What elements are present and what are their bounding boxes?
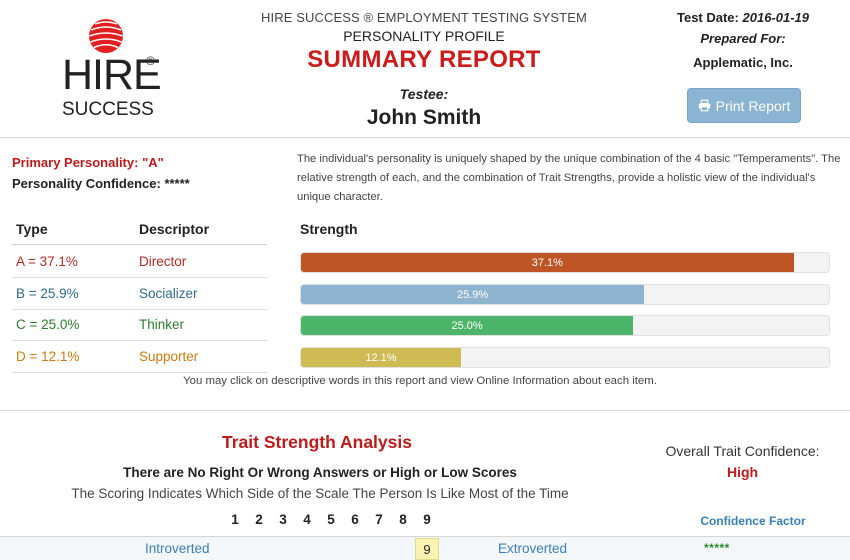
logo-hire-text: HIRE (62, 51, 162, 99)
descriptor-link[interactable]: Supporter (139, 349, 199, 364)
trait-right-link[interactable]: Extroverted (498, 541, 568, 556)
strength-column-header: Strength (300, 221, 358, 237)
scale-number: 4 (303, 512, 311, 527)
company-name: Applematic, Inc. (693, 55, 793, 70)
scale-number: 3 (279, 512, 287, 527)
trait-subtitle-secondary: The Scoring Indicates Which Side of the … (71, 486, 569, 501)
strength-bar-fill: 25.0% (301, 316, 634, 335)
strength-bar-fill: 37.1% (301, 253, 794, 272)
type-cell: B = 25.9% (16, 286, 79, 301)
logo-ball-icon (89, 19, 123, 53)
trait-confidence-stars: ***** (704, 541, 730, 555)
type-cell: D = 12.1% (16, 349, 80, 364)
table-row: B = 25.9% Socializer (12, 278, 267, 310)
section-divider (0, 410, 850, 411)
scale-number: 6 (351, 512, 359, 527)
print-report-label: Print Report (715, 97, 791, 114)
table-row: D = 12.1% Supporter (12, 341, 267, 373)
report-meta: Test Date: 2016-01-19 Prepared For: Appl… (650, 10, 836, 70)
strength-bar-track: 37.1% (300, 252, 830, 273)
primary-personality-value[interactable]: "A" (142, 155, 164, 170)
descriptor-link[interactable]: Thinker (139, 317, 185, 332)
strength-bar-track: 12.1% (300, 347, 830, 368)
strength-bar-fill: 25.9% (301, 285, 645, 304)
trait-row: Introverted 9 Extroverted ***** (0, 536, 850, 560)
scale-number: 9 (423, 512, 431, 527)
logo-registered-mark: ® (146, 54, 155, 68)
descriptor-link[interactable]: Socializer (139, 286, 198, 301)
profile-title: PERSONALITY PROFILE (343, 28, 505, 44)
testee-name: John Smith (366, 106, 482, 129)
prepared-for-label: Prepared For: (700, 31, 786, 46)
primary-personality-label: Primary Personality: (12, 155, 139, 170)
type-column-header: Type (16, 221, 48, 237)
confidence-factor-header: Confidence Factor (700, 514, 806, 528)
strength-bar-fill: 12.1% (301, 348, 461, 367)
test-date-label: Test Date: (676, 10, 739, 25)
personality-confidence-label: Personality Confidence: (12, 176, 161, 191)
trait-left-link[interactable]: Introverted (145, 541, 210, 556)
personality-confidence-value: ***** (164, 176, 190, 191)
printer-icon (698, 99, 710, 112)
strength-bar-track: 25.0% (300, 315, 830, 336)
hire-success-logo: HIRE ® SUCCESS (58, 14, 168, 119)
test-date-value: 2016-01-19 (742, 10, 810, 25)
primary-personality-block: Primary Personality: "A" Personality Con… (12, 152, 190, 194)
strength-bar-track: 25.9% (300, 284, 830, 305)
testee-label: Testee: (399, 86, 449, 102)
system-title: HIRE SUCCESS ® EMPLOYMENT TESTING SYSTEM (261, 10, 587, 25)
report-header: HIRE ® SUCCESS HIRE SUCCESS ® EMPLOYMENT… (0, 0, 850, 138)
personality-description: The individual's personality is uniquely… (297, 153, 841, 203)
table-header-divider (12, 244, 267, 245)
table-row: C = 25.0% Thinker (12, 309, 267, 341)
descriptor-column-header: Descriptor (139, 221, 210, 237)
descriptor-link[interactable]: Director (139, 254, 187, 269)
report-title-block: HIRE SUCCESS ® EMPLOYMENT TESTING SYSTEM… (250, 10, 598, 130)
overall-trait-confidence-label: Overall Trait Confidence: (665, 443, 820, 459)
scale-number: 5 (327, 512, 335, 527)
page-title: SUMMARY REPORT (307, 46, 541, 73)
trait-score-badge: 9 (415, 538, 439, 560)
scale-number: 8 (399, 512, 407, 527)
click-info-note: You may click on descriptive words in th… (183, 375, 657, 387)
table-row: A = 37.1% Director (12, 246, 267, 278)
scale-number: 7 (375, 512, 383, 527)
type-cell: C = 25.0% (16, 317, 80, 332)
scale-number: 2 (255, 512, 263, 527)
trait-subtitle-primary: There are No Right Or Wrong Answers or H… (123, 465, 517, 480)
type-cell: A = 37.1% (16, 254, 78, 269)
print-report-button[interactable]: Print Report (687, 88, 801, 123)
overall-trait-confidence-value: High (726, 464, 759, 480)
scale-number: 1 (231, 512, 239, 527)
logo-success-text: SUCCESS (62, 99, 154, 120)
trait-strength-title: Trait Strength Analysis (222, 432, 412, 452)
